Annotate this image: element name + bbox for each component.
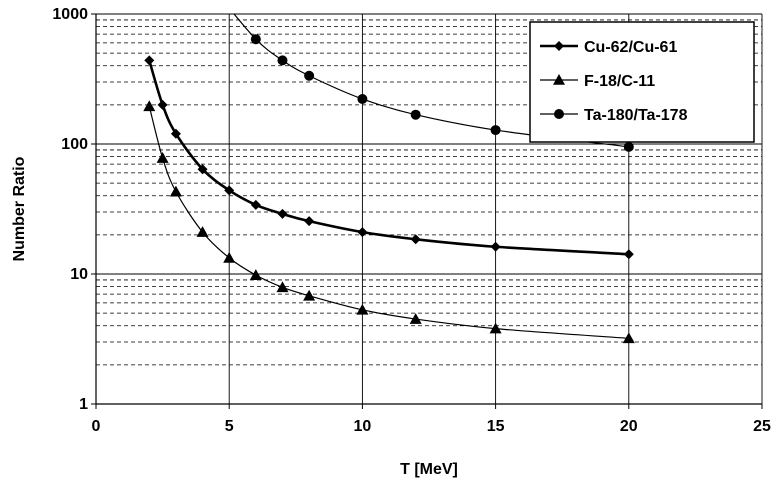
data-point-cu-62-cu-61: [197, 164, 208, 175]
legend-box: [529, 21, 755, 143]
legend-marker-ta-180-ta-178: [554, 109, 564, 119]
x-tick-label: 25: [753, 418, 771, 435]
data-point-ta-180-ta-178: [410, 109, 421, 120]
legend-marker-cu-62-cu-61: [554, 41, 564, 51]
data-point-cu-62-cu-61: [357, 227, 368, 238]
data-point-cu-62-cu-61: [224, 185, 235, 196]
data-point-ta-180-ta-178: [277, 55, 288, 66]
data-point-ta-180-ta-178: [357, 93, 368, 104]
data-point-cu-62-cu-61: [304, 216, 315, 227]
data-point-cu-62-cu-61: [144, 55, 155, 66]
x-tick-label: 10: [354, 418, 372, 435]
legend-label-cu-62-cu-61: Cu-62/Cu-61: [584, 39, 677, 56]
data-point-f-18-c-11: [276, 281, 289, 293]
data-point-f-18-c-11: [169, 185, 182, 197]
data-point-f-18-c-11: [143, 100, 156, 112]
x-tick-label: 0: [92, 418, 101, 435]
x-tick-label: 15: [487, 418, 505, 435]
data-point-ta-180-ta-178: [250, 34, 261, 45]
y-tick-label: 10: [70, 266, 88, 283]
legend-entries: Cu-62/Cu-61 F-18/C-11 Ta-180/Ta-178: [540, 39, 688, 124]
x-tick-label: 20: [620, 418, 638, 435]
data-point-f-18-c-11: [249, 269, 262, 280]
data-point-f-18-c-11: [622, 332, 635, 344]
y-tick-label: 1000: [52, 6, 88, 23]
series-cu-62-cu-61: [144, 55, 634, 260]
series-layer: [143, 14, 635, 344]
y-tick-label: 100: [61, 136, 88, 153]
data-point-f-18-c-11: [356, 303, 369, 315]
legend-marker-f-18-c-11: [553, 74, 565, 85]
x-tick-label: 5: [225, 418, 234, 435]
data-point-cu-62-cu-61: [623, 249, 634, 260]
series-f-18-c-11: [143, 100, 635, 344]
data-point-ta-180-ta-178: [304, 70, 315, 81]
data-point-cu-62-cu-61: [277, 208, 288, 219]
data-point-f-18-c-11: [409, 313, 422, 324]
x-axis-title: T [MeV]: [400, 461, 458, 478]
legend: Cu-62/Cu-61 F-18/C-11 Ta-180/Ta-178: [529, 21, 755, 143]
legend-label-f-18-c-11: F-18/C-11: [584, 73, 655, 90]
data-point-f-18-c-11: [196, 226, 209, 237]
data-point-cu-62-cu-61: [410, 234, 421, 245]
data-point-f-18-c-11: [156, 152, 169, 163]
tick-labels: 0 5 10 15 20 25 1 10 100 1000: [52, 6, 771, 435]
data-point-cu-62-cu-61: [170, 128, 181, 139]
axes: [91, 13, 763, 409]
y-axis-title: Number Ratio: [11, 156, 28, 261]
series-ta-180-ta-178: [233, 14, 634, 152]
data-point-ta-180-ta-178: [490, 125, 501, 136]
data-point-cu-62-cu-61: [490, 241, 501, 252]
data-point-cu-62-cu-61: [250, 199, 261, 210]
legend-label-ta-180-ta-178: Ta-180/Ta-178: [584, 107, 688, 124]
data-point-ta-180-ta-178: [623, 141, 634, 152]
data-point-f-18-c-11: [303, 289, 316, 301]
data-point-f-18-c-11: [489, 322, 502, 334]
y-tick-label: 1: [79, 396, 88, 413]
data-point-f-18-c-11: [223, 251, 236, 263]
data-point-cu-62-cu-61: [157, 99, 168, 110]
